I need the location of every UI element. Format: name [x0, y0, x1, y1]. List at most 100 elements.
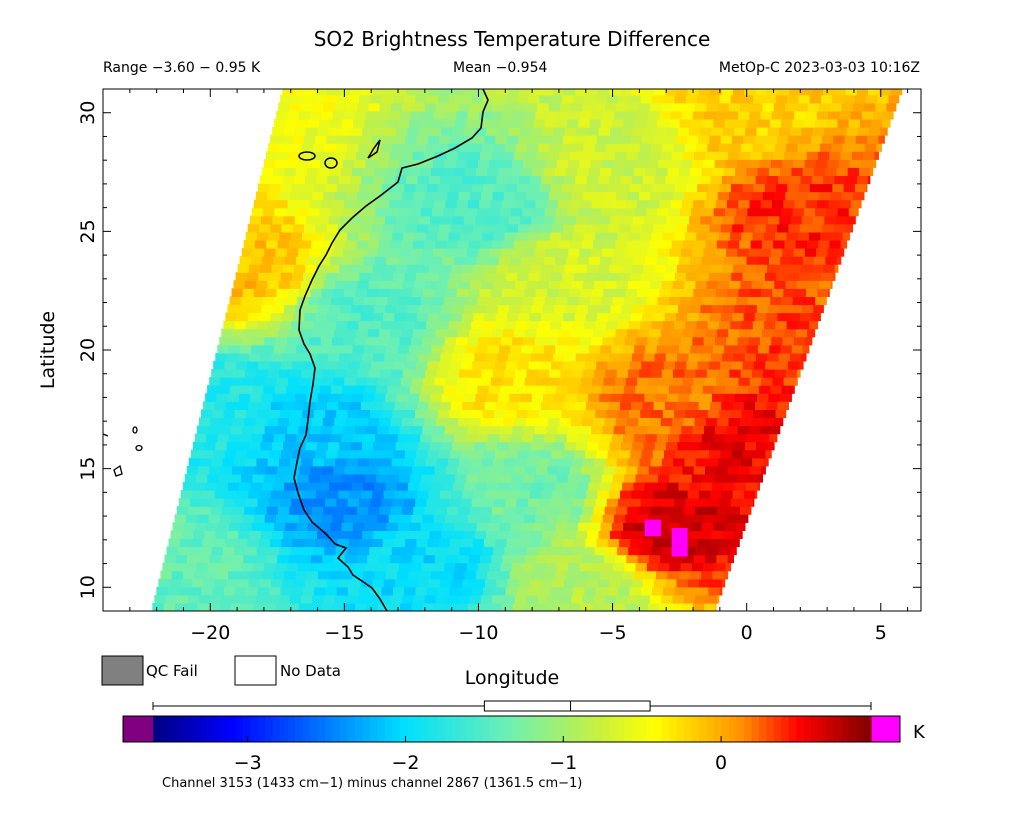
heatmap-cell: [546, 425, 559, 435]
heatmap-cell: [303, 538, 316, 548]
heatmap-cell: [498, 570, 511, 580]
heatmap-cell: [496, 490, 508, 499]
heatmap-cell: [629, 586, 642, 596]
heatmap-cell: [256, 546, 269, 556]
heatmap-cell: [491, 151, 504, 160]
heatmap-cell: [285, 296, 298, 306]
heatmap-cell: [337, 135, 350, 144]
heatmap-cell: [629, 272, 642, 281]
heatmap-cell: [465, 118, 478, 128]
heatmap-cell: [499, 207, 512, 217]
heatmap-cell: [564, 352, 577, 362]
heatmap-cell: [346, 191, 358, 201]
heatmap-cell: [677, 215, 690, 225]
heatmap-cell: [435, 151, 447, 160]
heatmap-cell: [685, 498, 698, 507]
heatmap-cell: [645, 433, 658, 443]
heatmap-cell: [298, 602, 311, 611]
heatmap-cell: [367, 465, 379, 475]
heatmap-cell: [565, 481, 578, 491]
heatmap-cell: [284, 570, 297, 580]
heatmap-cell: [381, 498, 394, 507]
heatmap-cell: [343, 248, 355, 257]
heatmap-cell: [432, 296, 445, 306]
heatmap-cell: [363, 481, 375, 491]
heatmap-cell: [545, 159, 558, 168]
heatmap-cell: [612, 385, 625, 394]
heatmap-cell: [627, 594, 640, 604]
heatmap-cell: [350, 441, 363, 451]
heatmap-cell: [361, 490, 373, 499]
heatmap-cell: [666, 393, 679, 402]
heatmap-cell: [392, 320, 405, 330]
heatmap-cell: [348, 360, 361, 370]
heatmap-cell: [354, 425, 367, 435]
heatmap-cell: [574, 538, 586, 548]
heatmap-cell: [706, 506, 718, 515]
heatmap-cell: [347, 586, 360, 596]
heatmap-cell: [562, 272, 575, 281]
heatmap-cell: [586, 175, 599, 185]
heatmap-cell: [296, 344, 308, 354]
heatmap-cell: [345, 506, 358, 515]
heatmap-cell: [598, 264, 610, 273]
heatmap-cell: [693, 465, 706, 475]
heatmap-cell: [545, 248, 558, 257]
heatmap-cell: [789, 352, 802, 362]
heatmap-cell: [663, 94, 676, 104]
heatmap-cell: [461, 538, 474, 548]
heatmap-cell: [317, 393, 330, 402]
heatmap-cell: [240, 433, 252, 443]
heatmap-cell: [879, 89, 892, 96]
heatmap-cell: [370, 586, 383, 596]
heatmap-cell: [727, 288, 739, 297]
heatmap-cell: [427, 360, 440, 370]
heatmap-cell: [620, 578, 633, 588]
heatmap-cell: [365, 425, 378, 435]
heatmap-cell: [514, 239, 526, 249]
heatmap-cell: [830, 191, 843, 201]
heatmap-cell: [312, 191, 325, 201]
heatmap-cell: [657, 296, 670, 306]
heatmap-cell: [216, 393, 229, 402]
heatmap-cell: [603, 377, 616, 386]
heatmap-cell: [531, 481, 544, 491]
heatmap-cell: [541, 264, 554, 273]
heatmap-cell: [604, 328, 617, 338]
heatmap-cell: [620, 175, 633, 185]
heatmap-cell: [218, 562, 231, 572]
heatmap-cell: [274, 296, 287, 306]
heatmap-cell: [490, 199, 503, 209]
heatmap-cell: [794, 377, 798, 386]
heatmap-cell: [492, 191, 505, 201]
heatmap-cell: [518, 578, 531, 588]
heatmap-cell: [649, 417, 662, 427]
x-tick-label: 5: [875, 622, 887, 644]
heatmap-cell: [642, 89, 655, 96]
heatmap-cell: [746, 433, 759, 443]
heatmap-cell: [501, 602, 514, 611]
heatmap-cell: [868, 175, 871, 185]
heatmap-cell: [344, 288, 356, 297]
heatmap-cell: [771, 425, 781, 435]
heatmap-cell: [339, 530, 352, 539]
heatmap-cell: [426, 94, 439, 104]
heatmap-cell: [656, 256, 669, 265]
heatmap-cell: [677, 441, 690, 451]
heatmap-cell: [387, 296, 400, 306]
heatmap-cell: [219, 336, 232, 346]
heatmap-cell: [683, 191, 696, 201]
colorbar-segment: [751, 716, 760, 742]
heatmap-cell: [689, 215, 701, 225]
heatmap-cell: [359, 360, 372, 370]
heatmap-cell: [415, 94, 428, 104]
heatmap-cell: [582, 594, 595, 604]
heatmap-cell: [552, 401, 565, 410]
heatmap-cell: [408, 344, 421, 354]
heatmap-cell: [653, 223, 666, 233]
heatmap-cell: [370, 94, 383, 104]
heatmap-cell: [596, 223, 609, 233]
heatmap-cell: [749, 377, 762, 386]
heatmap-cell: [476, 167, 488, 176]
heatmap-cell: [853, 143, 866, 152]
